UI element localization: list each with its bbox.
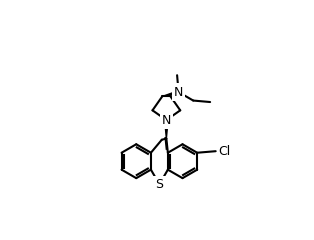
Text: Cl: Cl	[218, 145, 230, 158]
Text: S: S	[155, 178, 163, 191]
Polygon shape	[162, 91, 179, 96]
Text: N: N	[162, 114, 171, 126]
Polygon shape	[165, 120, 168, 138]
Text: N: N	[174, 86, 183, 99]
